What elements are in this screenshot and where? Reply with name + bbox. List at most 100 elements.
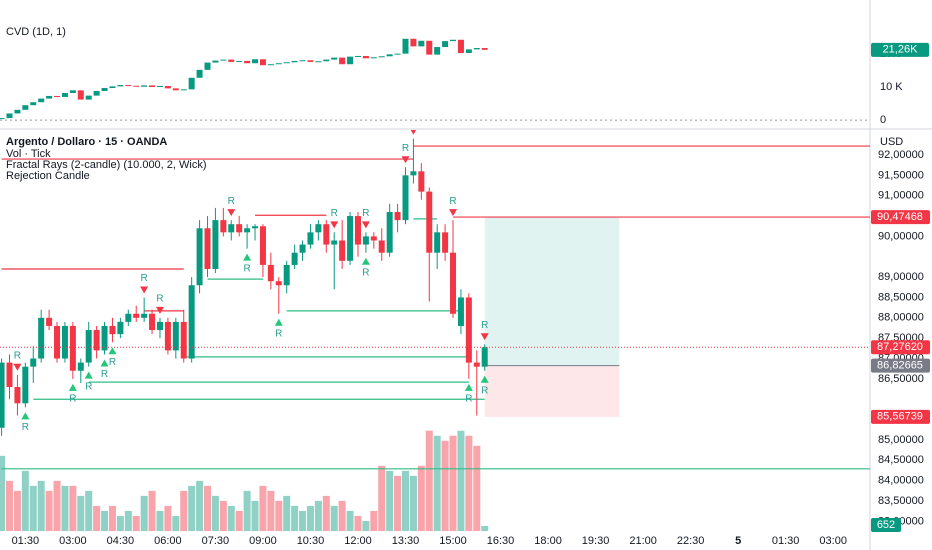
candle-body [204,228,211,269]
candle-body [402,175,409,221]
y-tick-label: 84,50000 [878,454,924,466]
stop-label: 85,56739 [877,411,923,423]
volume-bar [93,505,101,531]
volume-bar [283,495,291,531]
volume-bar [235,510,243,531]
entry-label: 86,82665 [877,359,923,371]
rejection-down-marker [227,209,236,217]
rejection-down-marker [401,156,410,164]
indicator: Vol · Tick [6,148,51,160]
cvd-candle [283,62,290,64]
cvd-candle [69,90,76,93]
rejection-label: R [481,320,488,331]
volume-bar [457,430,465,531]
candle-body [481,347,488,367]
last-value-label: 21,26K [883,44,919,56]
rejection-down-marker [480,333,489,341]
volume-bar [259,485,267,531]
cvd-candle [212,60,219,63]
rejection-up-marker [243,253,252,261]
cvd-candle [331,57,338,60]
volume-bar [132,515,140,531]
cvd-candle [38,98,45,103]
volume-bar [53,480,61,531]
cvd-candle [473,48,480,50]
candle-body [212,220,219,269]
cvd-candle [394,53,401,55]
candle-body [323,224,330,245]
rejection-label: R [22,422,29,433]
cvd-candle [164,86,171,89]
volume-bar [172,515,180,531]
rejection-label: R [141,273,148,284]
volume-bar [465,435,473,531]
target-label-box [871,210,930,225]
volume-bar [299,510,307,531]
rejection-label: R [465,394,472,405]
candle-body [133,313,140,318]
y-tick-label: 90,00000 [878,230,924,242]
volume-bar [449,435,457,531]
volume-bar [481,525,489,531]
candle-body [283,264,290,286]
candle-body [394,211,401,221]
volume-label-box [871,518,901,532]
cvd-candle [323,59,330,62]
x-tick-label: 22:30 [677,535,705,547]
cvd-candle [101,88,108,91]
rejection-up-marker [21,412,30,420]
cvd-candle [418,40,425,47]
volume-bar [394,475,402,531]
volume-bar [370,510,378,531]
volume-bar [6,480,14,531]
candle-body [93,330,100,351]
candle-body [38,317,45,359]
cvd-candle [46,95,53,99]
y-tick-label: 0 [880,114,886,126]
cvd-candle [386,54,393,57]
volume-bar [227,505,235,531]
rejection-up-marker [464,383,473,391]
rejection-label: R [109,357,116,368]
entry-label-box [871,358,930,373]
volume-bar [330,505,338,531]
candle-body [362,236,369,245]
cvd-candle [244,60,251,64]
candle-body [141,313,148,318]
cvd-candle [85,95,92,100]
candle-body [54,325,61,359]
rejection-label: R [362,267,369,278]
indicator: Fractal Rays (2-candle) (10.000, 2, Wick… [6,159,207,171]
rejection-label: R [449,196,456,207]
candle-body [267,264,274,282]
candle-body [77,362,84,371]
last-price-label-box [871,340,930,355]
rejection-down-marker [330,221,339,229]
rejection-label: R [85,381,92,392]
volume-bar [338,500,346,531]
rejection-label: R [362,208,369,219]
candle-body [331,240,338,245]
cvd-candle [125,85,132,87]
candle-body [457,297,464,326]
x-tick-label: 15:00 [439,535,467,547]
stop-zone [484,365,620,417]
rejection-label: R [228,196,235,207]
y-tick-label: 84,00000 [878,475,924,487]
candle-body [378,240,385,253]
volume-bar [362,520,370,531]
cvd-candle [402,38,409,54]
volume-bar [322,495,330,531]
volume-bar [433,435,441,531]
volume-bar [196,480,204,531]
cvd-candle [204,62,211,70]
x-tick-label: 06:00 [154,535,182,547]
cvd-candle [354,55,361,57]
candle-body [228,224,235,233]
x-tick-label: 5 [735,535,741,547]
rejection-up-marker [480,375,489,383]
candle-body [450,252,457,314]
volume-bar [378,465,386,531]
